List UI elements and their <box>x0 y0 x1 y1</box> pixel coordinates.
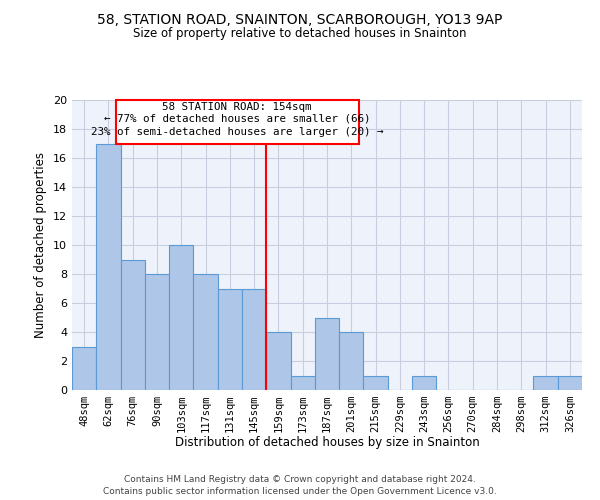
Text: 58, STATION ROAD, SNAINTON, SCARBOROUGH, YO13 9AP: 58, STATION ROAD, SNAINTON, SCARBOROUGH,… <box>97 12 503 26</box>
Bar <box>96 144 121 390</box>
Text: 23% of semi-detached houses are larger (20) →: 23% of semi-detached houses are larger (… <box>91 127 383 137</box>
Text: 58 STATION ROAD: 154sqm: 58 STATION ROAD: 154sqm <box>163 102 312 113</box>
Bar <box>533 376 558 390</box>
FancyBboxPatch shape <box>116 100 359 144</box>
Text: ← 77% of detached houses are smaller (66): ← 77% of detached houses are smaller (66… <box>104 114 370 124</box>
Bar <box>558 376 582 390</box>
Bar <box>242 288 266 390</box>
Bar <box>193 274 218 390</box>
Y-axis label: Number of detached properties: Number of detached properties <box>34 152 47 338</box>
Text: Contains HM Land Registry data © Crown copyright and database right 2024.: Contains HM Land Registry data © Crown c… <box>124 476 476 484</box>
Bar <box>121 260 145 390</box>
Bar <box>72 346 96 390</box>
Bar <box>339 332 364 390</box>
Text: Distribution of detached houses by size in Snainton: Distribution of detached houses by size … <box>175 436 479 449</box>
Bar <box>218 288 242 390</box>
Text: Size of property relative to detached houses in Snainton: Size of property relative to detached ho… <box>133 28 467 40</box>
Bar <box>315 318 339 390</box>
Bar <box>412 376 436 390</box>
Bar <box>364 376 388 390</box>
Text: Contains public sector information licensed under the Open Government Licence v3: Contains public sector information licen… <box>103 486 497 496</box>
Bar <box>266 332 290 390</box>
Bar <box>145 274 169 390</box>
Bar <box>169 245 193 390</box>
Bar <box>290 376 315 390</box>
